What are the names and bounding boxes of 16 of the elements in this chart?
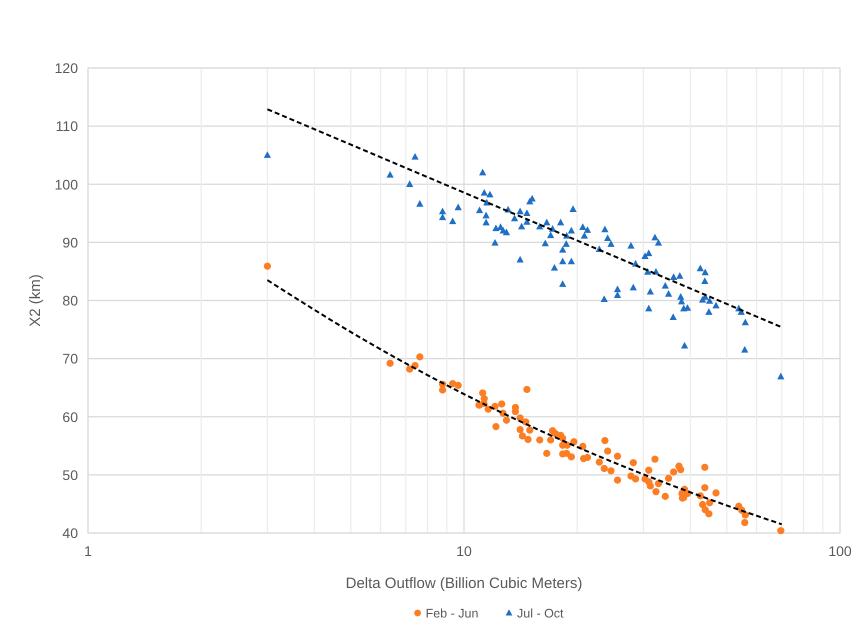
y-tick-label: 70 <box>62 350 78 367</box>
y-tick-label: 100 <box>54 176 78 192</box>
legend-label: Feb - Jun <box>426 606 478 620</box>
y-tick-label: 90 <box>62 234 78 250</box>
x-axis-title: Delta Outflow (Billion Cubic Meters) <box>346 575 582 592</box>
y-tick-label: 50 <box>62 466 78 483</box>
y-axis-title: X2 (km) <box>27 274 44 327</box>
x-tick-label: 100 <box>828 543 852 559</box>
y-tick-label: 80 <box>62 292 78 308</box>
y-tick-label: 120 <box>54 60 78 76</box>
legend-label: Jul - Oct <box>517 606 564 620</box>
x-tick-label: 10 <box>456 543 472 559</box>
y-tick-label: 60 <box>62 408 78 425</box>
y-tick-label: 110 <box>56 118 78 134</box>
y-tick-label: 40 <box>62 525 78 541</box>
x-tick-label: 1 <box>84 543 92 559</box>
